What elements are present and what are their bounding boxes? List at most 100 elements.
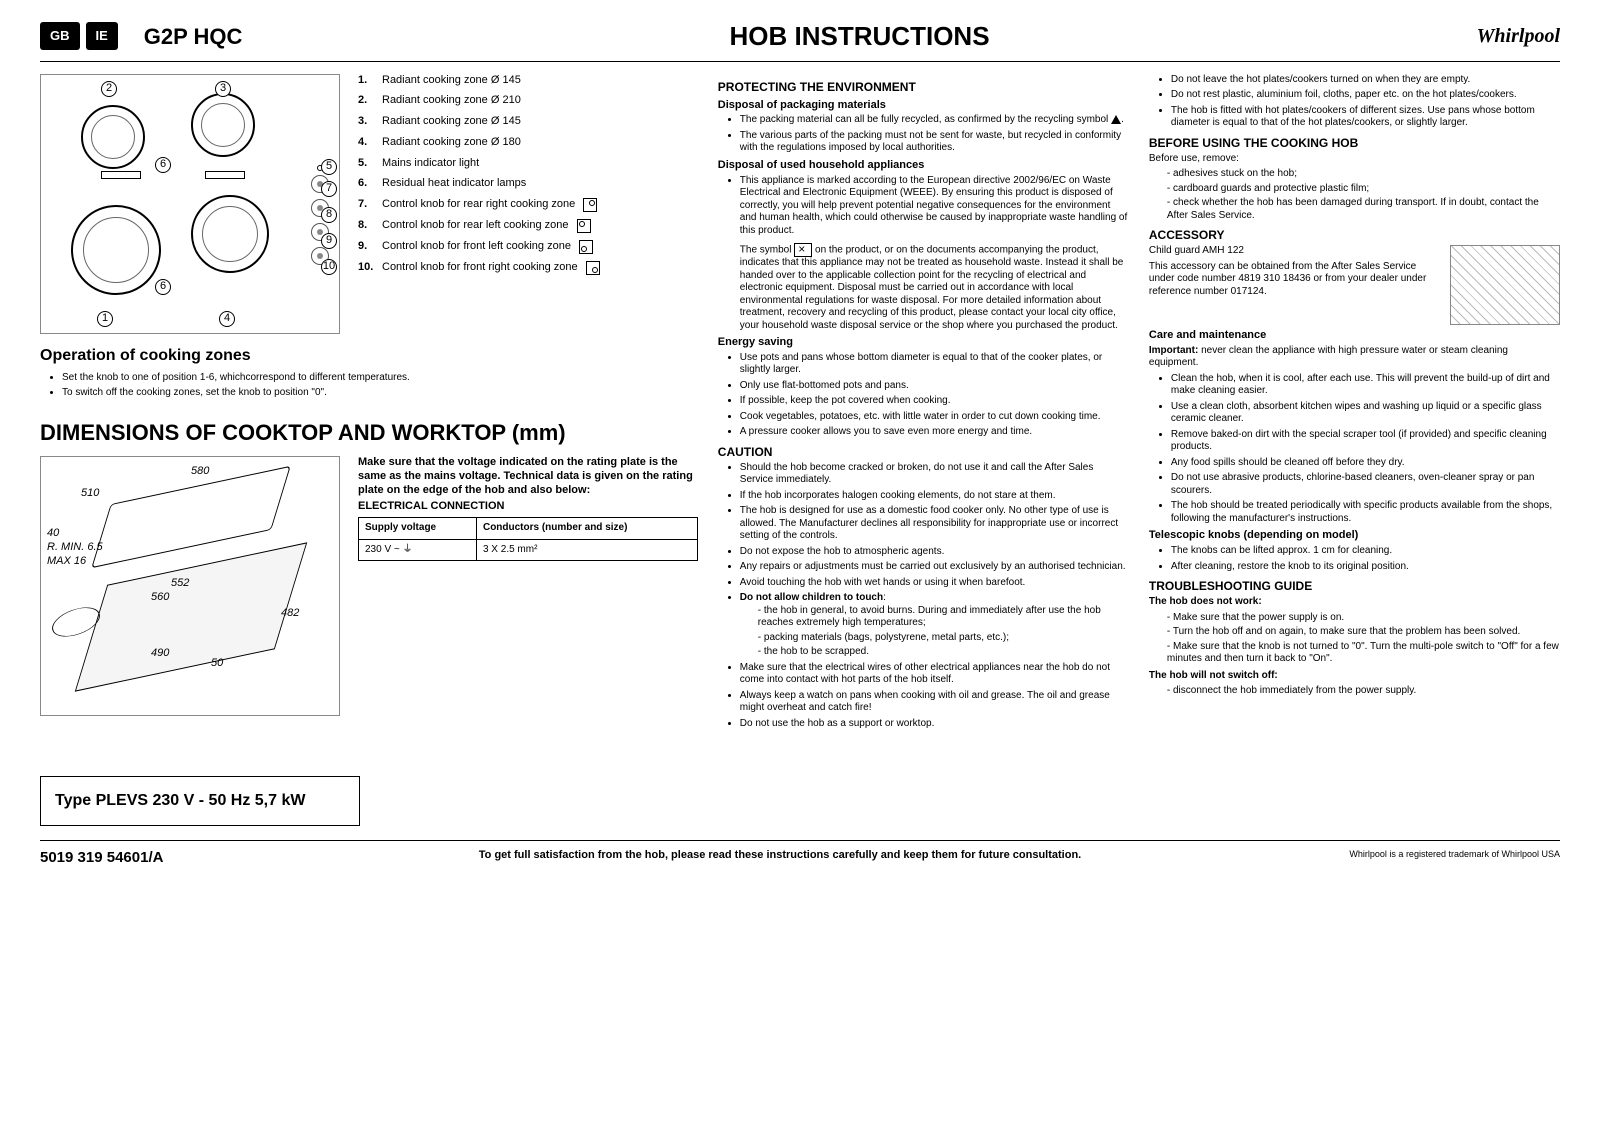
- list-item: The knobs can be lifted approx. 1 cm for…: [1171, 545, 1560, 558]
- zone-item: 10.Control knob for front right cooking …: [358, 261, 698, 275]
- list-item: The hob is fitted with hot plates/cooker…: [1171, 105, 1560, 130]
- callout-9: 9: [321, 233, 337, 249]
- callout-6: 6: [155, 157, 171, 173]
- trouble-2-title: The hob will not switch off:: [1149, 670, 1560, 683]
- callout-6b: 6: [155, 279, 171, 295]
- list-item: Turn the hob off and on again, to make s…: [1167, 626, 1560, 639]
- main-columns: 2 3 5 6 7 8 9 10 1 4 6 1.Radiant cooking…: [40, 74, 1560, 827]
- weee-icon: [794, 243, 812, 257]
- list-item: Do not allow children to touch: the hob …: [740, 592, 1129, 659]
- before-list: adhesives stuck on the hob; cardboard gua…: [1149, 168, 1560, 222]
- page-footer: 5019 319 54601/A To get full satisfactio…: [40, 840, 1560, 868]
- column-middle: PROTECTING THE ENVIRONMENT Disposal of p…: [718, 74, 1129, 827]
- footer-number: 5019 319 54601/A: [40, 849, 260, 868]
- list-item: Avoid touching the hob with wet hands or…: [740, 577, 1129, 590]
- trouble-2-list: disconnect the hob immediately from the …: [1149, 685, 1560, 698]
- disposal-pack-title: Disposal of packaging materials: [718, 99, 1129, 113]
- accessory-name: Child guard AMH 122: [1149, 245, 1442, 258]
- list-item: Use pots and pans whose bottom diameter …: [740, 352, 1129, 377]
- list-item: The various parts of the packing must no…: [740, 130, 1129, 155]
- page-title: HOB INSTRUCTIONS: [242, 20, 1476, 53]
- list-item: Make sure that the knob is not turned to…: [1167, 641, 1560, 666]
- zone-item: 1.Radiant cooking zone Ø 145: [358, 74, 698, 88]
- list-item: A pressure cooker allows you to save eve…: [740, 426, 1129, 439]
- knob-position-icon: [583, 198, 597, 212]
- footer-message: To get full satisfaction from the hob, p…: [260, 849, 1300, 863]
- callout-8: 8: [321, 207, 337, 223]
- knob-position-icon: [586, 261, 600, 275]
- knobs-title: Telescopic knobs (depending on model): [1149, 529, 1560, 543]
- zone-item: 3.Radiant cooking zone Ø 145: [358, 115, 698, 129]
- list-item: Any repairs or adjustments must be carri…: [740, 561, 1129, 574]
- list-item: If possible, keep the pot covered when c…: [740, 395, 1129, 408]
- column-left: 2 3 5 6 7 8 9 10 1 4 6 1.Radiant cooking…: [40, 74, 698, 827]
- type-box: Type PLEVS 230 V - 50 Hz 5,7 kW: [40, 776, 360, 826]
- callout-5: 5: [321, 159, 337, 175]
- caution-list: Should the hob become cracked or broken,…: [718, 462, 1129, 590]
- list-item: Use a clean cloth, absorbent kitchen wip…: [1171, 401, 1560, 426]
- callout-7: 7: [321, 181, 337, 197]
- energy-title: Energy saving: [718, 336, 1129, 350]
- care-important: Important: never clean the appliance wit…: [1149, 345, 1560, 370]
- zone-item: 8.Control knob for rear left cooking zon…: [358, 219, 698, 233]
- badge-gb: GB: [40, 22, 80, 50]
- hob-diagram: 2 3 5 6 7 8 9 10 1 4 6: [40, 74, 340, 334]
- right-top-list: Do not leave the hot plates/cookers turn…: [1149, 74, 1560, 130]
- list-item: packing materials (bags, polystyrene, me…: [758, 632, 1129, 645]
- caution-list-2: Make sure that the electrical wires of o…: [718, 662, 1129, 731]
- before-title: BEFORE USING THE COOKING HOB: [1149, 136, 1560, 151]
- list-item: Do not leave the hot plates/cookers turn…: [1171, 74, 1560, 87]
- trouble-1-title: The hob does not work:: [1149, 596, 1560, 609]
- dimensions-title: DIMENSIONS OF COOKTOP AND WORKTOP (mm): [40, 419, 698, 447]
- list-item: The hob should be treated periodically w…: [1171, 500, 1560, 525]
- dimensions-diagram: 580 510 40 R. MIN. 6.5 MAX 16 552 560 48…: [40, 456, 340, 716]
- zone-item: 7.Control knob for rear right cooking zo…: [358, 198, 698, 212]
- list-item: This appliance is marked according to th…: [740, 175, 1129, 238]
- elec-h1: Supply voltage: [359, 518, 477, 540]
- callout-10: 10: [321, 259, 337, 275]
- weee-paragraph: The symbol on the product, or on the doc…: [718, 243, 1129, 332]
- list-item: cardboard guards and protective plastic …: [1167, 183, 1560, 196]
- list-item: The hob is designed for use as a domesti…: [740, 505, 1129, 543]
- list-item: Cook vegetables, potatoes, etc. with lit…: [740, 411, 1129, 424]
- zone-list: 1.Radiant cooking zone Ø 1452.Radiant co…: [358, 74, 698, 334]
- list-item: If the hob incorporates halogen cooking …: [740, 490, 1129, 503]
- list-item: Clean the hob, when it is cool, after ea…: [1171, 373, 1560, 398]
- brand-logo: Whirlpool: [1477, 24, 1560, 49]
- accessory-box: Child guard AMH 122 This accessory can b…: [1149, 245, 1560, 325]
- list-item: Set the knob to one of position 1-6, whi…: [62, 372, 698, 385]
- list-item: adhesives stuck on the hob;: [1167, 168, 1560, 181]
- list-item: Do not rest plastic, aluminium foil, clo…: [1171, 89, 1560, 102]
- list-item: the hob in general, to avoid burns. Duri…: [758, 605, 1129, 630]
- list-item: Should the hob become cracked or broken,…: [740, 462, 1129, 487]
- accessory-desc: This accessory can be obtained from the …: [1149, 261, 1442, 299]
- caution-title: CAUTION: [718, 445, 1129, 460]
- badge-ie: IE: [86, 22, 118, 50]
- callout-3: 3: [215, 81, 231, 97]
- zone-item: 4.Radiant cooking zone Ø 180: [358, 136, 698, 150]
- footer-trademark: Whirlpool is a registered trademark of W…: [1300, 849, 1560, 860]
- zone-item: 9.Control knob for front left cooking zo…: [358, 240, 698, 254]
- operation-title: Operation of cooking zones: [40, 346, 698, 366]
- diagram-and-zones: 2 3 5 6 7 8 9 10 1 4 6 1.Radiant cooking…: [40, 74, 698, 334]
- list-item: Any food spills should be cleaned off be…: [1171, 457, 1560, 470]
- electrical-table: Supply voltage Conductors (number and si…: [358, 517, 698, 561]
- list-item: Make sure that the power supply is on.: [1167, 612, 1560, 625]
- accessory-image: [1450, 245, 1560, 325]
- knob-position-icon: [579, 240, 593, 254]
- list-item: Do not use abrasive products, chlorine-b…: [1171, 472, 1560, 497]
- knob-position-icon: [577, 219, 591, 233]
- list-item: To switch off the cooking zones, set the…: [62, 387, 698, 400]
- model-code: G2P HQC: [144, 23, 243, 51]
- trouble-title: TROUBLESHOOTING GUIDE: [1149, 579, 1560, 594]
- before-text: Before use, remove:: [1149, 153, 1560, 166]
- hob-diagram-box: 2 3 5 6 7 8 9 10 1 4 6: [40, 74, 340, 334]
- knobs-list: The knobs can be lifted approx. 1 cm for…: [1149, 545, 1560, 573]
- accessory-title: ACCESSORY: [1149, 228, 1560, 243]
- elec-r1c2: 3 X 2.5 mm²: [476, 539, 697, 561]
- care-title: Care and maintenance: [1149, 329, 1560, 343]
- zone-item: 6.Residual heat indicator lamps: [358, 177, 698, 191]
- page-header: GB IE G2P HQC HOB INSTRUCTIONS Whirlpool: [40, 20, 1560, 62]
- electrical-title: ELECTRICAL CONNECTION: [358, 500, 698, 514]
- callout-2: 2: [101, 81, 117, 97]
